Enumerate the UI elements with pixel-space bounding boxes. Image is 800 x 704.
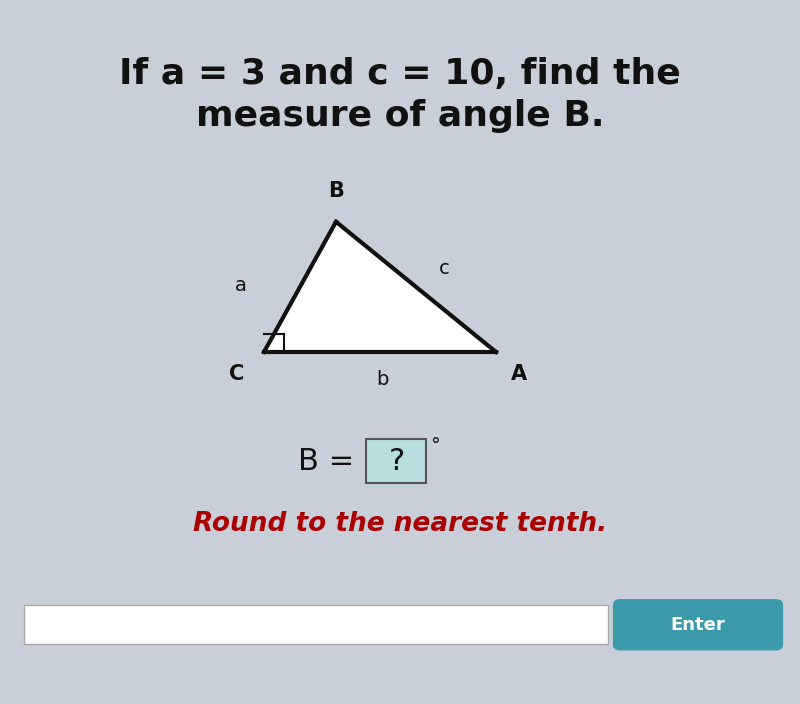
FancyBboxPatch shape [366,439,426,483]
FancyBboxPatch shape [24,605,608,644]
Text: A: A [510,364,526,384]
Text: measure of angle B.: measure of angle B. [196,99,604,133]
Text: C: C [229,364,244,384]
Text: c: c [438,260,449,278]
Text: ?: ? [388,446,405,476]
Text: °: ° [430,436,440,455]
Polygon shape [264,222,496,352]
Text: a: a [234,276,246,294]
Text: Enter: Enter [670,616,726,634]
Text: B: B [328,181,344,201]
Text: b: b [376,370,389,389]
Text: B =: B = [298,446,364,476]
FancyBboxPatch shape [614,600,782,650]
Text: Round to the nearest tenth.: Round to the nearest tenth. [193,512,607,537]
Text: If a = 3 and c = 10, find the: If a = 3 and c = 10, find the [119,57,681,91]
